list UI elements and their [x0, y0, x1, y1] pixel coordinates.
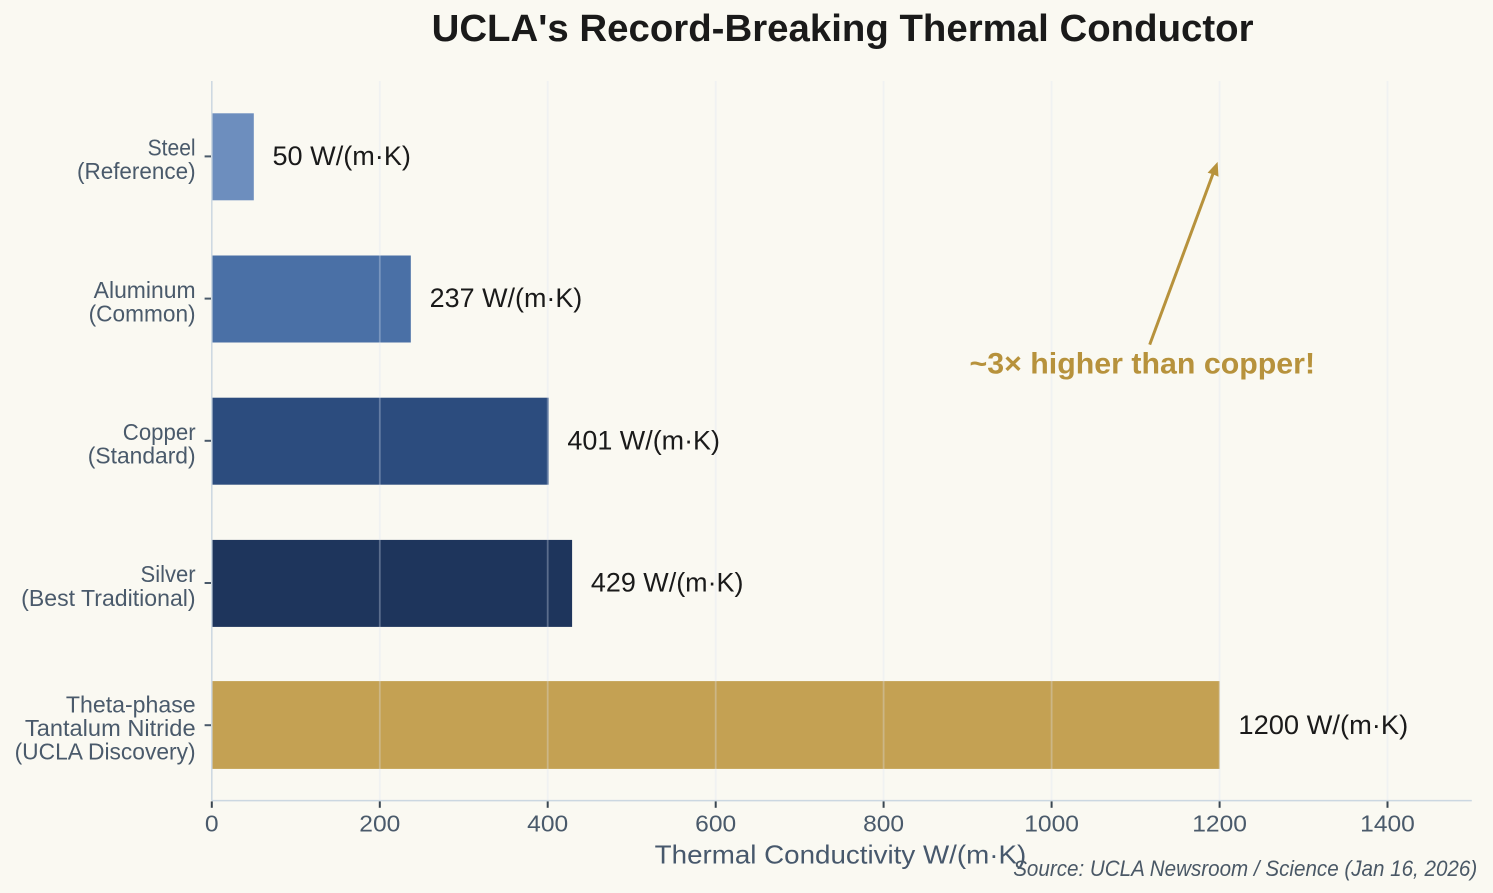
svg-text:401 W/(m·K): 401 W/(m·K) [567, 425, 720, 455]
svg-text:(Best Traditional): (Best Traditional) [21, 585, 195, 611]
svg-text:(UCLA Discovery): (UCLA Discovery) [15, 739, 196, 765]
svg-text:429 W/(m·K): 429 W/(m·K) [591, 568, 744, 598]
svg-text:400: 400 [527, 811, 568, 837]
svg-text:200: 200 [359, 811, 400, 837]
svg-text:1200 W/(m·K): 1200 W/(m·K) [1238, 710, 1408, 740]
svg-text:Thermal Conductivity W/(m·K): Thermal Conductivity W/(m·K) [655, 840, 1026, 870]
svg-text:600: 600 [695, 811, 736, 837]
svg-text:Source: UCLA Newsroom / Scienc: Source: UCLA Newsroom / Science (Jan 16,… [1013, 856, 1477, 881]
svg-text:Silver: Silver [141, 561, 196, 587]
svg-text:1200: 1200 [1192, 811, 1247, 837]
svg-text:(Common): (Common) [89, 300, 196, 326]
svg-text:Steel: Steel [148, 135, 196, 161]
svg-text:1400: 1400 [1360, 811, 1415, 837]
svg-text:0: 0 [205, 811, 219, 837]
svg-text:Aluminum: Aluminum [94, 277, 196, 303]
svg-text:~3× higher than copper!: ~3× higher than copper! [970, 348, 1316, 381]
svg-text:Copper: Copper [123, 419, 196, 445]
svg-text:237 W/(m·K): 237 W/(m·K) [430, 283, 583, 313]
svg-text:50 W/(m·K): 50 W/(m·K) [273, 141, 411, 171]
svg-text:UCLA's Record-Breaking Thermal: UCLA's Record-Breaking Thermal Conductor [432, 8, 1254, 50]
svg-text:(Reference): (Reference) [77, 158, 196, 184]
svg-text:Theta-phase: Theta-phase [66, 691, 196, 717]
svg-text:(Standard): (Standard) [88, 443, 196, 469]
svg-text:Tantalum Nitride: Tantalum Nitride [25, 715, 196, 741]
svg-text:800: 800 [863, 811, 904, 837]
svg-text:1000: 1000 [1024, 811, 1079, 837]
